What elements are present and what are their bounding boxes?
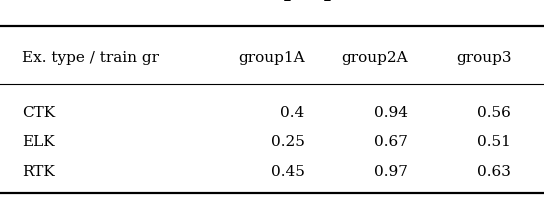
Text: group1A: group1A [238,51,305,65]
Text: 0.4: 0.4 [280,106,305,120]
Text: 0.25: 0.25 [271,135,305,150]
Text: Ex. type / train gr: Ex. type / train gr [22,51,159,65]
Text: 0.67: 0.67 [374,135,408,150]
Text: 0.97: 0.97 [374,165,408,179]
Text: ELK: ELK [22,135,54,150]
Text: Table 2. F1 scores on Openpose trained data: Table 2. F1 scores on Openpose trained d… [30,0,514,1]
Text: 0.94: 0.94 [374,106,408,120]
Text: 0.51: 0.51 [478,135,511,150]
Text: 0.45: 0.45 [271,165,305,179]
Text: RTK: RTK [22,165,54,179]
Text: group3: group3 [456,51,511,65]
Text: CTK: CTK [22,106,55,120]
Text: 0.63: 0.63 [478,165,511,179]
Text: 0.56: 0.56 [478,106,511,120]
Text: group2A: group2A [342,51,408,65]
